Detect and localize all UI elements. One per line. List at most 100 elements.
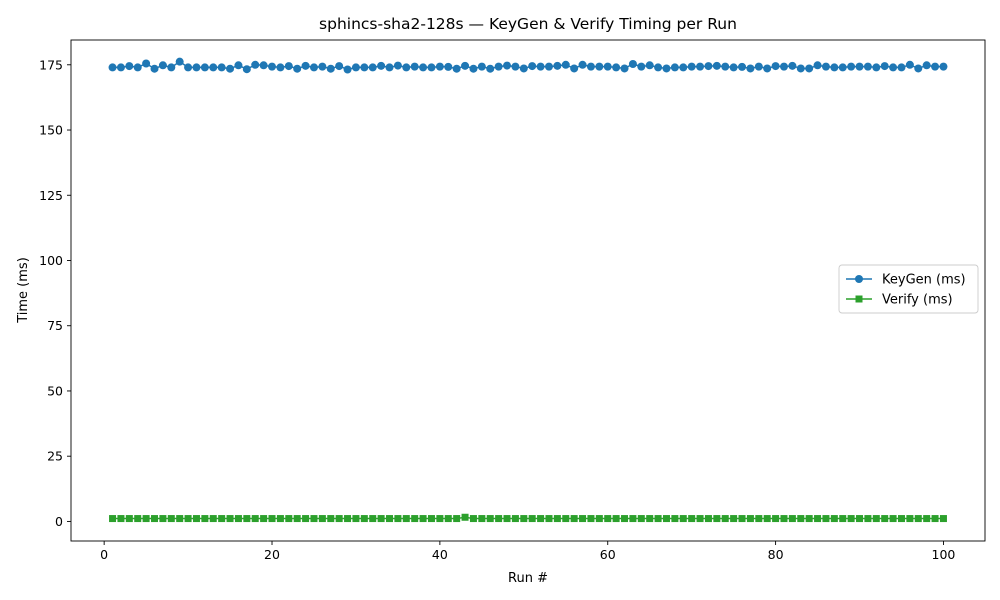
data-point [729,63,738,72]
data-point [570,64,579,73]
data-point [662,64,671,73]
data-point [662,515,670,523]
data-point [360,515,368,523]
series-line [112,516,944,520]
data-point [755,515,763,523]
data-point [427,63,436,72]
data-point [570,515,578,523]
data-point [738,515,746,523]
legend-keygen-marker [855,275,863,283]
data-point [301,61,310,70]
data-point [822,515,830,523]
data-point [805,64,814,73]
data-point [704,515,712,523]
data-point [872,63,881,72]
data-point [486,515,494,523]
x-tick-label: 80 [768,547,784,562]
data-point [847,515,855,523]
chart-title: sphincs-sha2-128s — KeyGen & Verify Timi… [319,15,737,33]
data-point [377,61,386,70]
data-point [151,515,159,523]
data-point [881,515,889,523]
data-point [116,63,125,72]
data-point [158,61,167,70]
legend-box [838,264,979,314]
x-tick-label: 0 [100,547,108,562]
data-point [461,513,469,521]
series-line [112,60,944,71]
data-point [545,515,553,523]
data-point [393,61,402,70]
data-point [150,64,159,73]
data-point [495,515,503,523]
data-point [880,62,889,71]
series-1 [109,513,947,523]
y-tick-label: 150 [39,123,63,138]
data-point [754,62,763,71]
data-point [688,515,696,523]
data-point [838,63,847,72]
data-point [805,515,813,523]
data-point [587,515,595,523]
data-point [259,61,268,70]
data-point [914,64,923,73]
data-point [561,60,570,69]
data-point [268,515,276,523]
data-point [813,61,822,70]
data-point [712,61,721,70]
data-point [771,62,780,71]
data-point [544,62,553,71]
y-tick-label: 25 [47,449,63,464]
data-point [243,515,251,523]
y-tick-label: 50 [47,383,63,398]
data-point [696,62,705,71]
data-point [184,63,193,72]
data-point [897,63,906,72]
data-point [696,515,704,523]
data-point [125,515,133,523]
data-point [839,515,847,523]
data-point [645,61,654,70]
y-tick-label: 75 [47,318,63,333]
data-point [595,62,604,71]
data-point [226,515,234,523]
data-point [260,515,268,523]
series-0 [108,57,948,74]
data-point [326,64,335,73]
data-point [234,61,243,70]
data-point [461,61,470,70]
data-point [369,515,377,523]
data-point [402,515,410,523]
data-point [167,515,175,523]
plot-frame [70,39,986,542]
data-point [579,515,587,523]
plot-series [108,57,948,523]
data-point [537,515,545,523]
data-point [201,515,209,523]
data-point [410,62,419,71]
data-point [721,62,730,71]
data-point [578,60,587,69]
data-point [377,515,385,523]
data-point [519,64,528,73]
data-point [209,515,217,523]
data-point [796,64,805,73]
data-point [327,515,335,523]
data-point [276,63,285,72]
data-point [620,64,629,73]
data-point [923,515,931,523]
data-point [159,515,167,523]
data-point [621,515,629,523]
data-point [922,61,931,70]
data-point [704,62,713,71]
y-tick-label: 100 [39,253,63,268]
data-point [788,515,796,523]
data-point [654,515,662,523]
data-point [553,515,561,523]
data-point [402,63,411,72]
data-point [628,60,637,69]
data-point [419,515,427,523]
data-point [192,515,200,523]
data-point [603,62,612,71]
data-point [763,515,771,523]
